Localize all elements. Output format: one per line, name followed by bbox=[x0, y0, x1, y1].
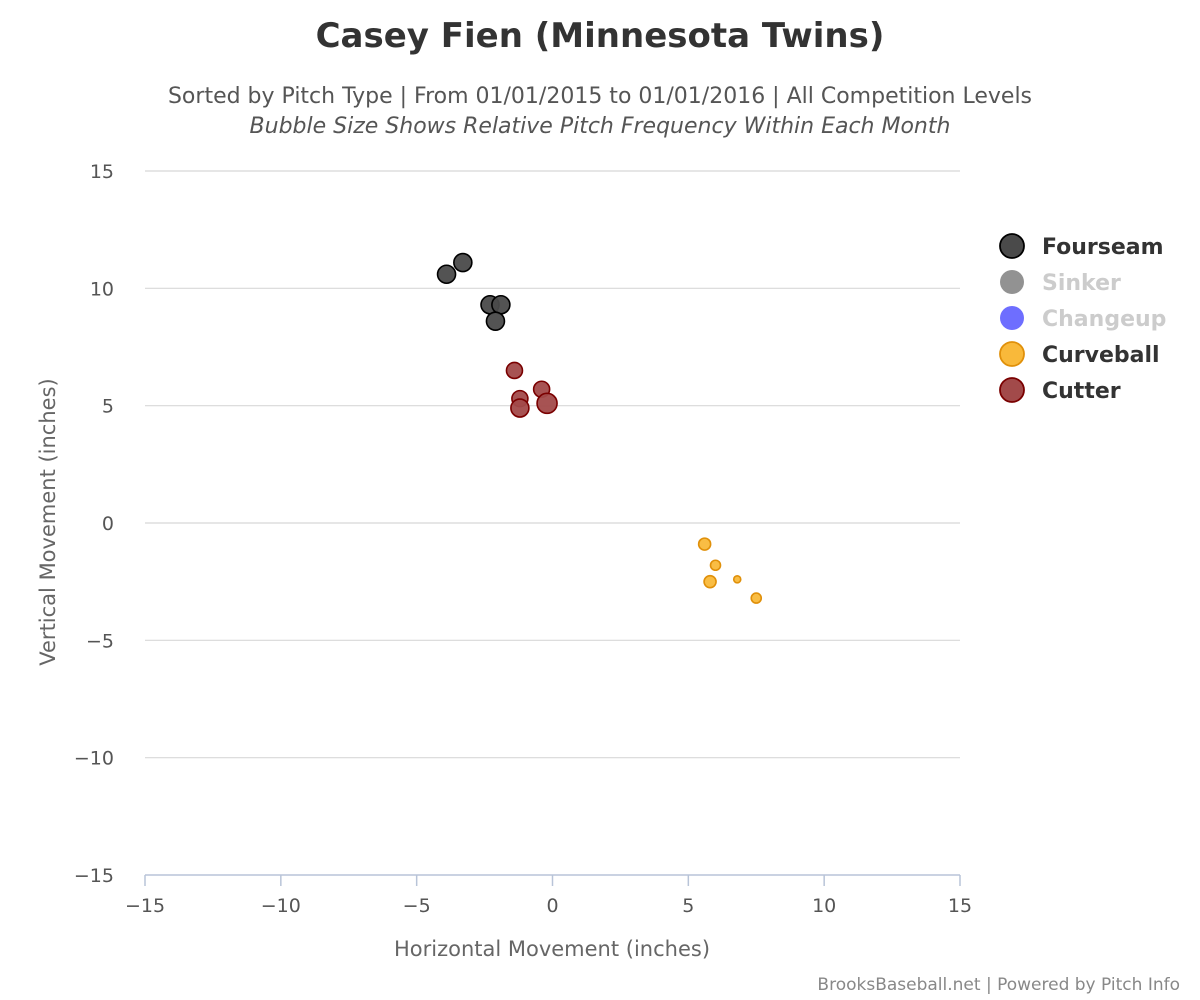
y-tick-label: 5 bbox=[102, 396, 114, 418]
y-tick-label: 10 bbox=[90, 278, 114, 300]
legend-marker bbox=[999, 341, 1025, 367]
x-tick-label: −10 bbox=[261, 895, 301, 917]
data-points bbox=[436, 252, 763, 604]
legend-label: Cutter bbox=[1042, 379, 1121, 404]
point-curveball[interactable] bbox=[709, 559, 722, 572]
legend-item-fourseam[interactable]: Fourseam bbox=[999, 233, 1164, 260]
point-curveball[interactable] bbox=[703, 574, 717, 589]
point-curveball[interactable] bbox=[732, 575, 742, 584]
legend[interactable]: Fourseam Sinker Changeup Curveball Cutter bbox=[999, 233, 1166, 404]
x-tick-label: 0 bbox=[546, 895, 558, 917]
x-axis-title: Horizontal Movement (inches) bbox=[394, 937, 710, 961]
legend-label: Sinker bbox=[1042, 271, 1121, 296]
legend-item-cutter[interactable]: Cutter bbox=[999, 377, 1121, 404]
legend-item-curveball[interactable]: Curveball bbox=[999, 341, 1160, 368]
y-tick-label: −5 bbox=[86, 630, 114, 652]
y-axis-title: Vertical Movement (inches) bbox=[36, 378, 60, 665]
point-fourseam[interactable] bbox=[436, 264, 457, 285]
x-axis: −15 −10 −5 0 5 10 15 bbox=[125, 874, 972, 917]
grid-lines bbox=[145, 170, 960, 759]
legend-label: Changeup bbox=[1042, 307, 1166, 332]
y-tick-label: 0 bbox=[102, 513, 114, 535]
y-tick-label: 15 bbox=[90, 161, 114, 183]
credit-text: BrooksBaseball.net | Powered by Pitch In… bbox=[817, 975, 1180, 995]
point-curveball[interactable] bbox=[750, 592, 763, 604]
chart-subtitle: Sorted by Pitch Type | From 01/01/2015 t… bbox=[168, 84, 1032, 109]
y-axis-ticks: 15 10 5 0 −5 −10 −15 bbox=[74, 161, 114, 887]
y-tick-label: −10 bbox=[74, 748, 114, 770]
x-tick-label: 5 bbox=[682, 895, 694, 917]
x-tick-label: −15 bbox=[125, 895, 165, 917]
chart-title: Casey Fien (Minnesota Twins) bbox=[316, 16, 885, 56]
legend-item-changeup[interactable]: Changeup bbox=[1000, 306, 1166, 332]
legend-marker bbox=[999, 377, 1025, 403]
legend-label: Fourseam bbox=[1042, 235, 1164, 260]
point-fourseam[interactable] bbox=[491, 294, 511, 315]
point-fourseam[interactable] bbox=[453, 252, 473, 273]
legend-marker bbox=[999, 233, 1025, 259]
legend-marker bbox=[1000, 270, 1024, 294]
y-tick-label: −15 bbox=[74, 865, 114, 887]
legend-label: Curveball bbox=[1042, 343, 1160, 368]
chart-subtitle-note: Bubble Size Shows Relative Pitch Frequen… bbox=[250, 114, 951, 139]
legend-item-sinker[interactable]: Sinker bbox=[1000, 270, 1121, 296]
legend-marker bbox=[1000, 306, 1024, 330]
point-cutter[interactable] bbox=[505, 361, 524, 380]
point-cutter[interactable] bbox=[536, 392, 558, 415]
x-tick-label: −5 bbox=[403, 895, 431, 917]
point-curveball[interactable] bbox=[697, 537, 712, 551]
x-tick-label: 15 bbox=[948, 895, 972, 917]
point-fourseam[interactable] bbox=[485, 311, 506, 331]
point-cutter[interactable] bbox=[510, 398, 530, 418]
x-tick-label: 10 bbox=[812, 895, 836, 917]
